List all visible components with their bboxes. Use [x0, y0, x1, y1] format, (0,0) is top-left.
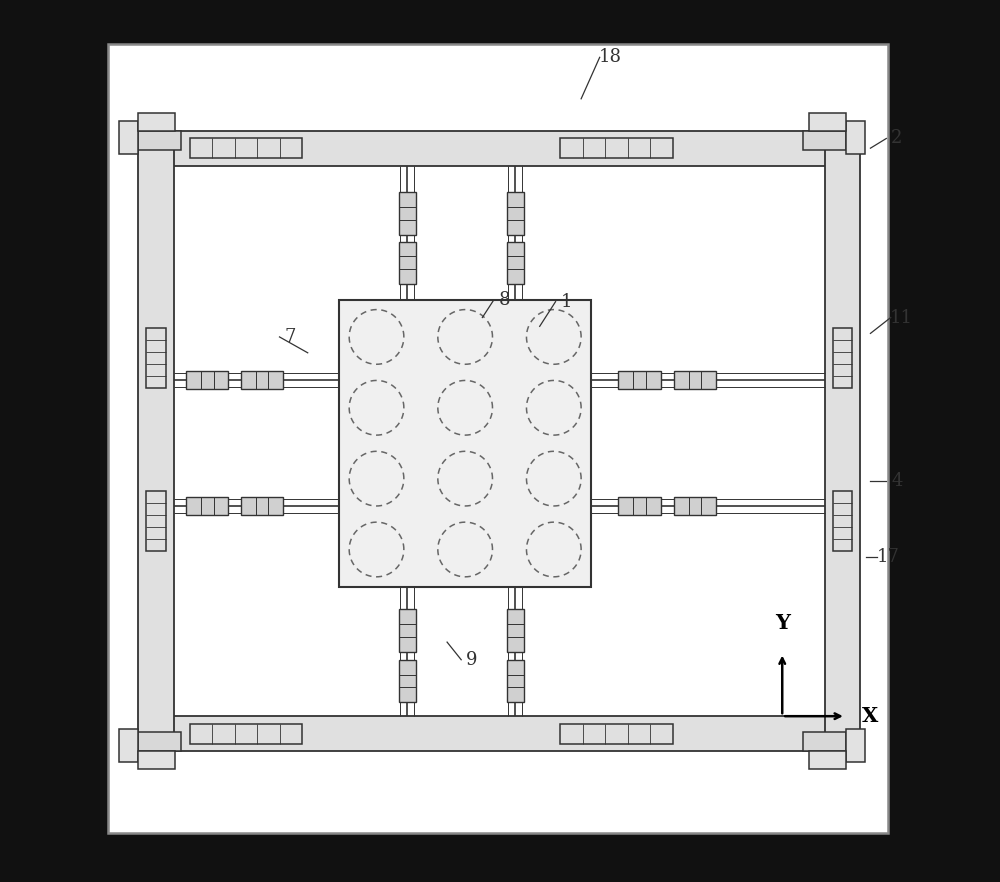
Bar	[803, 131, 846, 150]
Text: 17: 17	[877, 549, 900, 566]
Bar	[825, 129, 860, 743]
Text: 11: 11	[890, 309, 913, 326]
Bar	[560, 138, 673, 158]
Bar	[846, 729, 865, 762]
Bar	[169, 716, 826, 751]
Bar	[809, 751, 846, 769]
Bar	[190, 724, 302, 744]
Text: Y: Y	[775, 613, 790, 633]
Bar	[803, 732, 846, 751]
Text: X: X	[862, 706, 878, 726]
Text: 4: 4	[891, 472, 903, 490]
Bar	[618, 497, 661, 515]
Bar	[138, 113, 175, 131]
Bar	[186, 497, 228, 515]
Bar	[138, 732, 181, 751]
Bar	[146, 491, 166, 551]
Bar	[846, 121, 865, 154]
Text: 9: 9	[466, 651, 478, 669]
Bar	[833, 491, 852, 551]
Bar	[119, 121, 138, 154]
Text: 8: 8	[499, 291, 510, 309]
Bar	[169, 131, 826, 166]
Text: 1: 1	[560, 293, 572, 310]
Bar	[399, 242, 416, 284]
Bar	[674, 371, 716, 389]
Bar	[119, 729, 138, 762]
Bar	[241, 497, 283, 515]
Text: 18: 18	[599, 49, 622, 66]
Bar	[138, 129, 174, 743]
Text: 2: 2	[891, 130, 903, 147]
Bar	[507, 192, 524, 235]
Bar	[399, 192, 416, 235]
Bar	[833, 328, 852, 388]
Bar	[674, 497, 716, 515]
Bar	[399, 609, 416, 652]
Bar	[618, 371, 661, 389]
Bar	[146, 328, 166, 388]
Bar	[138, 751, 175, 769]
Bar	[138, 131, 181, 150]
Bar	[507, 242, 524, 284]
Bar	[339, 300, 591, 587]
Bar	[399, 660, 416, 702]
Bar	[190, 138, 302, 158]
Text: 7: 7	[284, 328, 296, 346]
Bar	[241, 371, 283, 389]
Bar	[186, 371, 228, 389]
Bar	[507, 609, 524, 652]
Bar	[507, 660, 524, 702]
Bar	[560, 724, 673, 744]
Bar	[108, 44, 888, 833]
Bar	[809, 113, 846, 131]
